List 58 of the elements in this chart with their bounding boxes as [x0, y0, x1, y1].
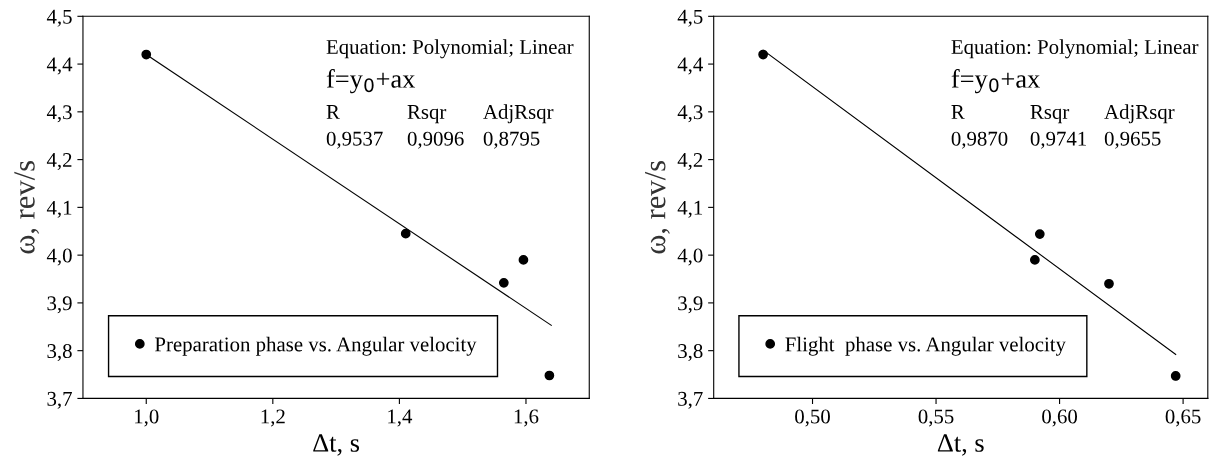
- y-tick-label: 4,5: [677, 9, 703, 27]
- annotation: Equation: Polynomial; Linear: [326, 39, 574, 59]
- point: [758, 49, 768, 60]
- annotation: 0,9537: [326, 131, 383, 149]
- x-axis-title: Δt, s: [313, 434, 360, 456]
- annotation: Rsqr: [407, 105, 447, 124]
- point: [1170, 371, 1181, 381]
- annotation: AdjRsqr: [1104, 104, 1175, 124]
- y-tick-label: 4,0: [677, 248, 703, 266]
- point: [518, 255, 529, 265]
- legend-label: Preparation phase vs. Angular velocity: [155, 336, 477, 356]
- y-tick-label: 4,3: [677, 105, 703, 123]
- annotation: 0,9655: [1104, 131, 1161, 149]
- x-tick-label: 1,4: [388, 409, 413, 427]
- y-tick-label: 4,1: [677, 200, 703, 218]
- annotation: 0,9870: [951, 131, 1008, 149]
- y-tick-label: 3,8: [678, 344, 703, 362]
- point: [1104, 278, 1114, 289]
- y-tick-label: 3,7: [47, 391, 72, 409]
- point: [1030, 255, 1040, 265]
- y-axis-title: ω, rev/s: [14, 161, 40, 254]
- point: [544, 370, 555, 381]
- x-tick-label: 1,0: [135, 409, 159, 427]
- y-tick-label: 4,0: [46, 248, 72, 266]
- point: [498, 277, 509, 288]
- y-tick-label: 4,4: [677, 57, 703, 75]
- x-tick-label: 1,6: [514, 409, 539, 427]
- x-axis-title: Δt, s: [937, 434, 984, 456]
- y-tick-label: 4,4: [46, 57, 73, 75]
- point: [141, 49, 152, 60]
- annotation: f=y$_{0}$+ax: [951, 69, 1040, 94]
- x-tick-label: 0,65: [1165, 409, 1201, 427]
- annotation: f=y$_{0}$+ax: [326, 69, 416, 94]
- y-tick-label: 4,2: [677, 153, 703, 171]
- x-tick-label: 1,2: [261, 409, 285, 427]
- annotation: 0,9741: [1030, 131, 1086, 149]
- point: [400, 228, 411, 239]
- y-tick-label: 4,2: [46, 153, 72, 171]
- x-tick-label: 0,55: [918, 409, 954, 427]
- annotation: 0,8795: [483, 131, 540, 149]
- x-tick-label: 0,60: [1042, 409, 1077, 427]
- annotation: R: [326, 105, 340, 119]
- legend-label: Flight phase vs. Angular velocity: [785, 336, 1066, 356]
- annotation: Equation: Polynomial; Linear: [951, 39, 1199, 59]
- x-tick-label: 0,50: [795, 409, 830, 427]
- annotation: R: [951, 105, 965, 119]
- y-tick-label: 3,7: [678, 391, 703, 409]
- y-axis-title: ω, rev/s: [645, 161, 670, 254]
- annotation: AdjRsqr: [483, 104, 554, 124]
- y-tick-label: 3,9: [47, 296, 72, 314]
- y-tick-label: 3,8: [47, 344, 72, 362]
- y-tick-label: 4,5: [46, 9, 72, 27]
- y-tick-label: 4,1: [46, 200, 72, 218]
- y-tick-label: 3,9: [678, 296, 703, 314]
- point: [1034, 229, 1045, 239]
- y-tick-label: 4,3: [46, 105, 72, 123]
- annotation: 0,9096: [407, 131, 464, 149]
- annotation: Rsqr: [1030, 105, 1070, 124]
